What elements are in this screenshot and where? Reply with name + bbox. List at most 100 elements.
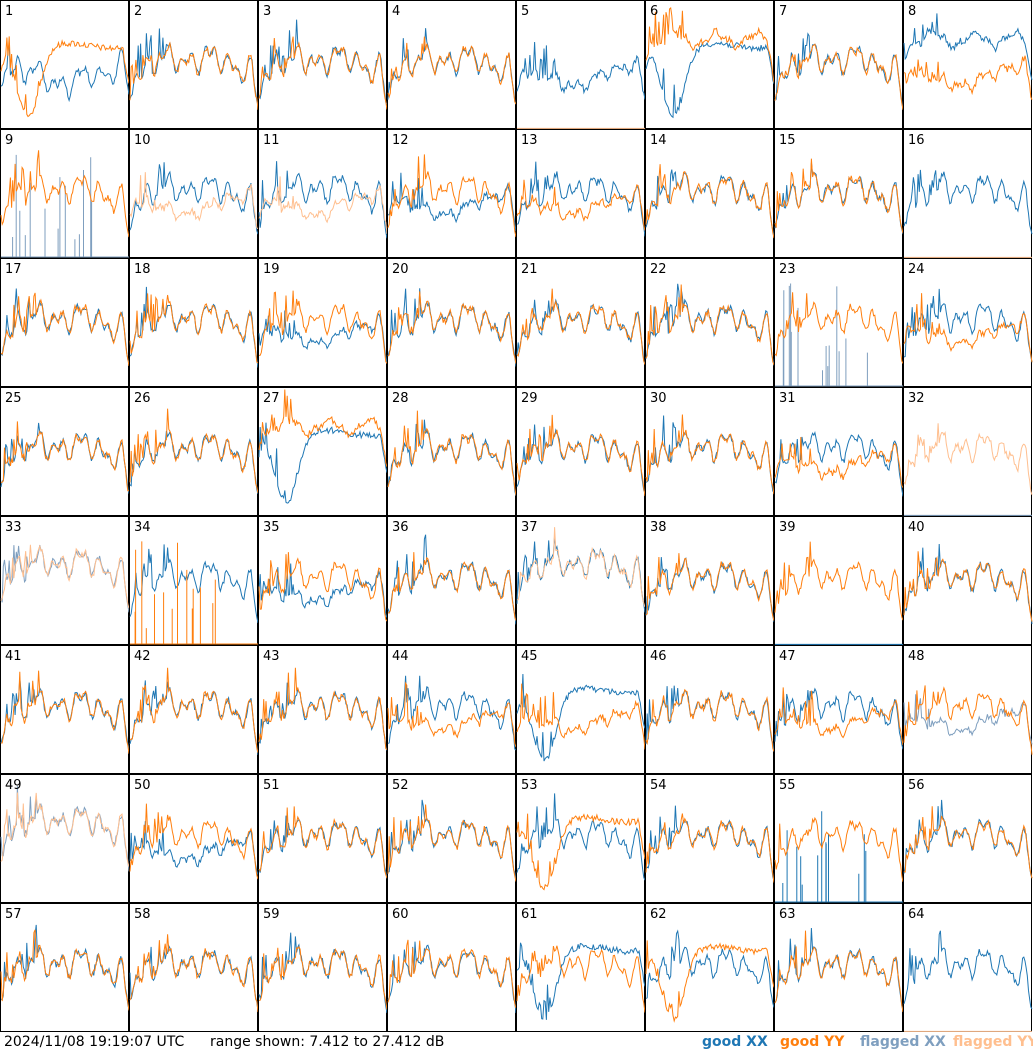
panel-37: 37 (516, 516, 646, 645)
panel-1: 1 (0, 0, 130, 129)
panel-27: 27 (258, 387, 388, 516)
panel-label: 49 (5, 778, 22, 793)
series-good-yy (516, 683, 646, 750)
panel-19: 19 (258, 258, 388, 387)
series-good-yy (516, 813, 646, 891)
panel-label: 27 (263, 391, 280, 406)
panel-label: 34 (134, 520, 151, 535)
panel-label: 17 (5, 262, 22, 277)
panel-7: 7 (774, 0, 904, 129)
series-good-xx (903, 543, 1033, 625)
panel-frame (774, 129, 903, 258)
panel-52: 52 (387, 774, 517, 903)
legend-good-yy: good YY (780, 1034, 845, 1050)
panel-44: 44 (387, 645, 517, 774)
panel-57: 57 (0, 903, 130, 1032)
panel-5: 5 (516, 0, 646, 129)
series-good-yy (387, 681, 517, 748)
panel-label: 8 (908, 4, 916, 19)
panel-label: 4 (392, 4, 400, 19)
panel-label: 62 (650, 907, 667, 922)
panel-label: 54 (650, 778, 667, 793)
panel-14: 14 (645, 129, 775, 258)
series-good-yy (258, 552, 388, 622)
panel-frame (387, 387, 516, 516)
series-good-yy (387, 804, 517, 882)
panel-frame (645, 0, 774, 129)
panel-label: 12 (392, 133, 409, 148)
series-good-xx (774, 431, 904, 497)
panel-frame (129, 0, 258, 129)
panel-label: 1 (5, 4, 13, 19)
panel-frame (258, 0, 387, 129)
panel-frame (387, 903, 516, 1032)
series-good-xx (129, 544, 259, 624)
series-good-yy (774, 930, 904, 1013)
legend-flagged-xx: flagged XX (860, 1034, 946, 1050)
panel-label: 18 (134, 262, 151, 277)
series-good-yy (774, 158, 904, 234)
panel-label: 7 (779, 4, 787, 19)
series-good-yy (645, 553, 775, 621)
panel-frame (774, 258, 903, 387)
panel-35: 35 (258, 516, 388, 645)
series-flagged-yy (0, 544, 130, 609)
series-good-xx (0, 43, 130, 103)
series-good-yy (774, 43, 904, 110)
series-good-yy (516, 414, 646, 497)
series-good-xx (258, 161, 388, 239)
panel-label: 53 (521, 778, 538, 793)
legend-good-xx: good XX (702, 1034, 768, 1050)
series-good-yy (387, 291, 517, 364)
series-good-xx (903, 169, 1033, 235)
series-good-yy (0, 292, 130, 366)
panel-frame (903, 645, 1032, 774)
panel-label: 42 (134, 649, 151, 664)
panel-label: 44 (392, 649, 409, 664)
panel-38: 38 (645, 516, 775, 645)
panel-label: 22 (650, 262, 667, 277)
panel-51: 51 (258, 774, 388, 903)
series-good-yy (258, 667, 388, 750)
panel-label: 45 (521, 649, 538, 664)
series-flagged-yy (903, 423, 1033, 495)
panel-frame (645, 645, 774, 774)
panel-label: 47 (779, 649, 796, 664)
panel-30: 30 (645, 387, 775, 516)
panel-label: 33 (5, 520, 22, 535)
panel-53: 53 (516, 774, 646, 903)
series-good-yy (0, 421, 129, 492)
panel-64: 64 (903, 903, 1033, 1032)
panel-13: 13 (516, 129, 646, 258)
panel-frame (774, 387, 903, 516)
series-good-yy (645, 284, 775, 366)
panel-frame (774, 903, 903, 1032)
panel-label: 37 (521, 520, 538, 535)
panel-frame (903, 516, 1032, 645)
panel-34: 34 (129, 516, 259, 645)
series-good-yy (129, 803, 259, 880)
panel-frame (645, 129, 774, 258)
panel-label: 10 (134, 133, 151, 148)
panel-58: 58 (129, 903, 259, 1032)
panel-frame (645, 774, 774, 903)
panel-60: 60 (387, 903, 517, 1032)
panel-2: 2 (129, 0, 259, 129)
status-footer: 2024/11/08 19:19:07 UTC range shown: 7.4… (0, 1033, 1033, 1053)
series-good-xx (516, 673, 646, 762)
series-good-yy (0, 36, 130, 118)
series-good-yy (387, 939, 517, 1009)
panel-label: 26 (134, 391, 151, 406)
panel-15: 15 (774, 129, 904, 258)
panel-31: 31 (774, 387, 904, 516)
panel-label: 28 (392, 391, 409, 406)
panel-frame (129, 645, 258, 774)
panel-label: 51 (263, 778, 280, 793)
panel-frame (258, 387, 387, 516)
series-good-yy (0, 929, 130, 1011)
panel-label: 25 (5, 391, 22, 406)
panel-label: 23 (779, 262, 796, 277)
panel-18: 18 (129, 258, 259, 387)
series-good-yy (774, 292, 904, 364)
series-good-yy (516, 288, 646, 365)
